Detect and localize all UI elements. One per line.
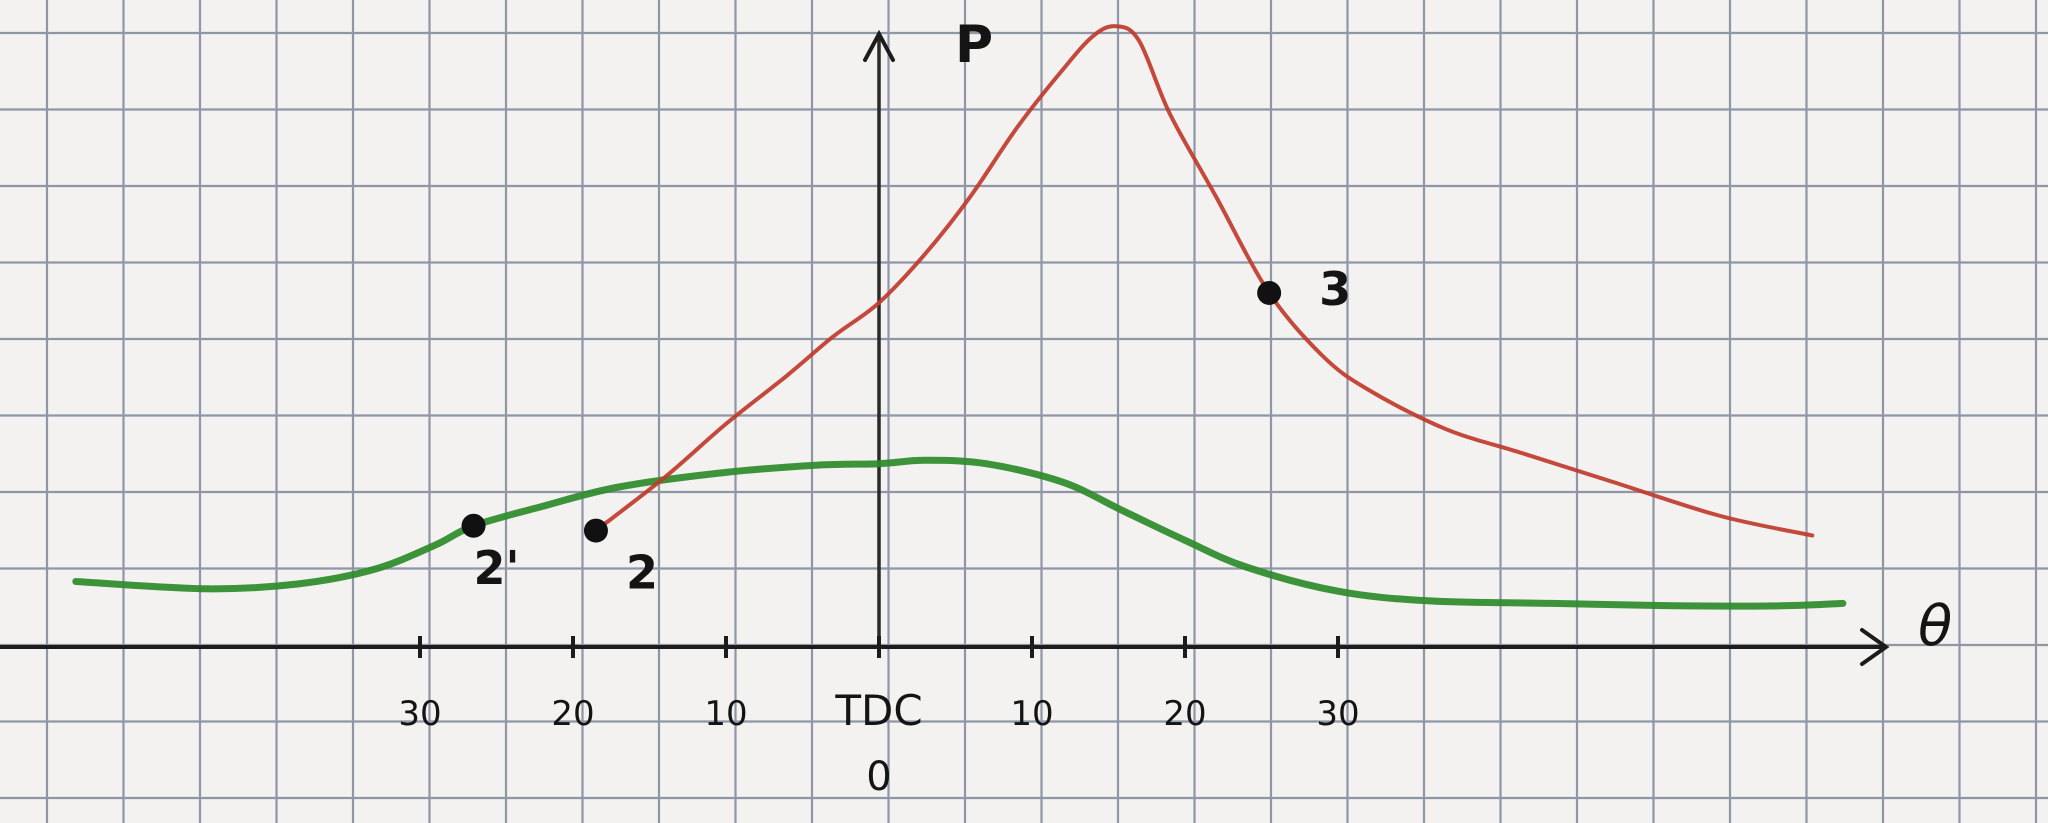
- x-tick-label: 20: [551, 694, 594, 734]
- x-tick-label: 30: [398, 694, 441, 734]
- red-curve: [594, 24, 1815, 538]
- point-marker: [583, 518, 608, 543]
- x-axis-ticks: [418, 636, 1340, 658]
- green-curve: [72, 456, 1847, 610]
- data-series: [72, 24, 1847, 610]
- point-label: 2': [474, 541, 520, 595]
- x-tick-label: 10: [704, 694, 747, 734]
- point-marker: [461, 513, 486, 538]
- chart-axes: [0, 29, 1890, 666]
- origin-label: 0: [866, 754, 891, 800]
- x-axis-arrow: [1860, 628, 1890, 666]
- labeled-points: 2' 2 3: [461, 262, 1351, 600]
- x-tick-label: 10: [1010, 694, 1053, 734]
- x-tick-label: 20: [1163, 694, 1206, 734]
- y-axis-label: P: [955, 15, 993, 75]
- x-axis-tick-labels: 30 20 10 TDC 10 20 30: [398, 686, 1359, 735]
- point-marker: [1257, 280, 1282, 305]
- x-tick-label: TDC: [834, 686, 922, 735]
- x-axis-label: θ: [1918, 594, 1952, 659]
- point-label: 2: [626, 546, 658, 600]
- point-label: 3: [1319, 262, 1351, 316]
- x-tick-label: 30: [1316, 694, 1359, 734]
- y-axis-arrow: [863, 29, 895, 62]
